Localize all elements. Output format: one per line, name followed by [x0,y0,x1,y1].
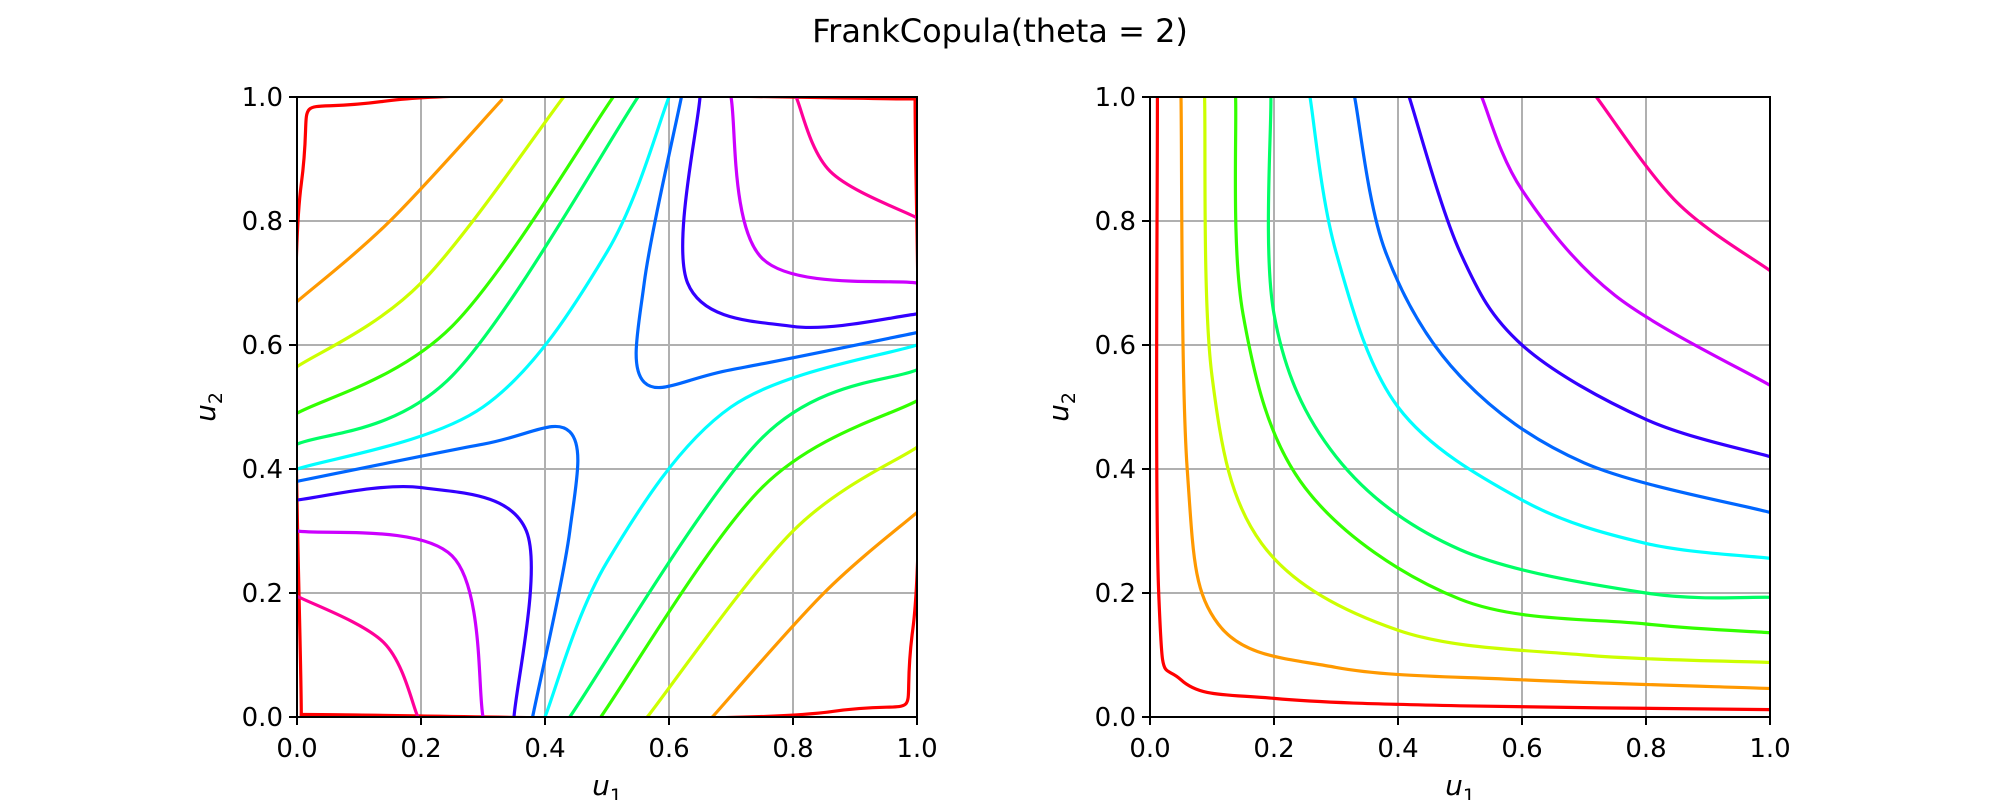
left-contour-lines [297,97,917,717]
left-ytick-label-4: 0.8 [242,207,283,237]
right-xaxis-label: u1 [1445,769,1475,800]
right-xtick-label-4: 0.8 [1625,734,1666,764]
left-contour-level-5-seg-0 [297,97,671,471]
right-xtick-label-1: 0.2 [1253,734,1294,764]
right-gridlines [1149,96,1771,718]
left-contour-level-5-seg-1 [543,343,917,717]
right-contour-level-4-seg-0 [1266,97,1770,600]
left-contour-level-0-seg-0 [299,97,917,717]
right-yaxis-label: u2 [1042,392,1080,422]
left-ytick-label-3: 0.6 [242,331,283,361]
left-contour-level-7-seg-1 [681,97,917,330]
right-contour-level-6-seg-0 [1353,97,1770,514]
left-contour-level-8-seg-1 [729,97,917,285]
right-contour-level-0-seg-0 [1155,97,1770,712]
right-axes-frame [1149,96,1771,718]
left-contour-level-6-seg-1 [634,97,917,390]
right-ytick-label-5: 1.0 [1095,83,1136,113]
left-axes-frame [296,96,918,718]
left-contour-level-3-seg-1 [599,399,917,717]
left-contour-level-6-seg-0 [297,424,580,717]
left-ytick-label-2: 0.4 [242,455,283,485]
left-contour-level-3-seg-0 [297,97,615,415]
right-ytick-label-3: 0.6 [1095,331,1136,361]
left-ytick-label-1: 0.2 [242,579,283,609]
right-contour-lines [1155,97,1770,712]
right-contour-level-7-seg-0 [1407,97,1770,459]
left-xaxis-label: u1 [592,769,622,800]
left-xtick-label-2: 0.4 [524,734,565,764]
right-contour-level-8-seg-0 [1480,97,1770,387]
right-xtick-label-3: 0.6 [1501,734,1542,764]
right-xtick-label-5: 1.0 [1749,734,1790,764]
left-contour-level-9-seg-0 [297,594,420,717]
left-contour-level-7-seg-0 [297,484,533,717]
left-contour-level-4-seg-1 [568,368,917,717]
right-ytick-label-4: 0.8 [1095,207,1136,237]
right-xtick-label-0: 0.0 [1129,734,1170,764]
left-contour-level-1-seg-1 [710,510,917,717]
left-ytick-label-0: 0.0 [242,703,283,733]
right-contour-level-5-seg-0 [1308,97,1770,560]
right-contour-level-3-seg-0 [1233,97,1770,635]
left-xtick-label-0: 0.0 [276,734,317,764]
left-xtick-label-5: 1.0 [896,734,937,764]
left-contour-level-2-seg-1 [645,445,917,717]
left-ytick-label-5: 1.0 [242,83,283,113]
left-xtick-label-1: 0.2 [400,734,441,764]
right-ytick-label-2: 0.4 [1095,455,1136,485]
left-contour-level-4-seg-0 [297,97,640,446]
figure-title: FrankCopula(theta = 2) [812,12,1188,50]
left-gridlines [296,96,918,718]
right-contour-level-1-seg-0 [1179,97,1770,691]
right-ytick-label-0: 0.0 [1095,703,1136,733]
left-xtick-label-4: 0.8 [772,734,813,764]
right-ytick-label-1: 0.2 [1095,579,1136,609]
right-contour-level-2-seg-0 [1203,97,1770,664]
left-contour-level-2-seg-0 [297,97,566,369]
left-contour-level-8-seg-0 [297,529,485,717]
left-contour-panel: 0.0 0.2 0.4 0.6 0.8 1.0 0.0 0.2 0.4 0.6 0.8 1.0 u1 u2 [189,83,938,805]
left-contour-level-1-seg-0 [297,98,504,304]
left-xtick-label-3: 0.6 [648,734,689,764]
left-yaxis-label: u2 [189,392,227,422]
left-contour-level-0-seg-1 [297,97,917,717]
right-xtick-label-2: 0.4 [1377,734,1418,764]
right-contour-level-9-seg-0 [1594,97,1770,273]
right-contour-panel: 0.0 0.2 0.4 0.6 0.8 1.0 0.0 0.2 0.4 0.6 0.8 1.0 u1 u2 [1042,83,1791,805]
left-contour-level-9-seg-1 [794,97,917,220]
